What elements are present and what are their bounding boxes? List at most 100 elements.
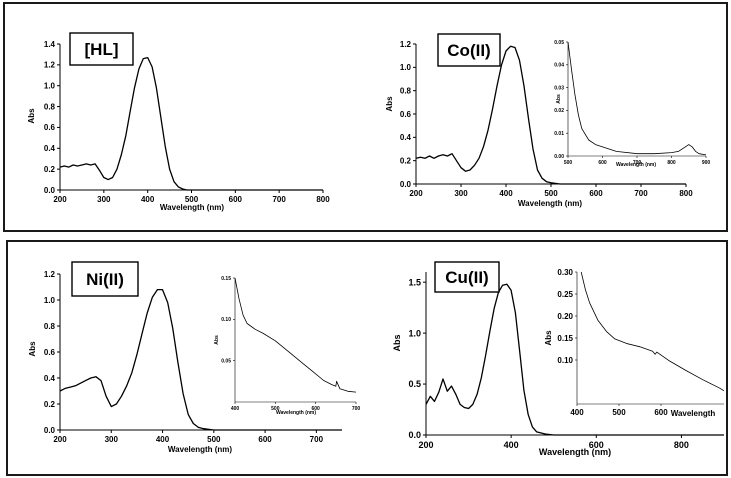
inset-4-y-axis-label: Abs — [544, 330, 553, 346]
chart-1-data-point — [173, 181, 174, 182]
inset-2-data-point — [699, 153, 700, 154]
chart-3-data-point — [100, 380, 101, 381]
inset-2-y-tick-label: 0.00 — [554, 154, 564, 160]
inset-4-data-point — [589, 302, 590, 303]
chart-2-data-point — [465, 171, 466, 172]
chart-4-data-point — [430, 396, 431, 397]
chart-1-data-point — [279, 189, 280, 190]
chart-3-data-point — [126, 385, 127, 386]
chart-1-y-axis-label: Abs — [27, 108, 36, 124]
inset-2-y-tick-label: 0.04 — [554, 63, 564, 69]
chart-1-data-point — [68, 166, 69, 167]
inset-3-x-tick-label: 400 — [231, 406, 240, 412]
inset-2-data-point — [574, 94, 575, 95]
inset-2-x-axis-label: Wavelength (nm) — [616, 162, 656, 168]
inset-3-x-tick-label: 700 — [352, 406, 361, 412]
inset-2-data-point — [578, 114, 579, 115]
chart-3-x-tick-label: 500 — [207, 435, 221, 444]
chart-1-data-point — [59, 166, 60, 167]
chart-1-data-point — [81, 164, 82, 165]
inset-4-spectrum-line — [580, 271, 725, 392]
inset-4-data-point — [655, 354, 656, 355]
chart-1-x-tick-label: 700 — [272, 195, 286, 204]
chart-3-data-point — [157, 289, 158, 290]
chart-4-data-point — [681, 434, 682, 435]
chart-2-data-point — [442, 154, 443, 155]
chart-3-x-tick-label: 700 — [310, 435, 324, 444]
chart-4: 200 400 600 800 0.0 0.5 1.0 1.5 Wavelength (nm) A… — [392, 261, 725, 457]
chart-1-data-point — [116, 169, 117, 170]
chart-3-data-point — [70, 387, 71, 388]
inset-3-data-point — [247, 323, 248, 324]
inset-4-data-point — [627, 343, 628, 344]
inset-2-data-point — [595, 144, 596, 145]
chart-2-spectrum-line — [415, 45, 686, 185]
chart-1-data-point — [103, 177, 104, 178]
chart-1-y-tick-label: 1.4 — [44, 40, 56, 49]
chart-3-data-point — [85, 380, 86, 381]
chart-1-data-point — [90, 164, 91, 165]
chart-1-data-point — [86, 163, 87, 164]
chart-3-data-point — [152, 297, 153, 298]
chart-1-data-point — [165, 146, 166, 147]
compound-label-box — [71, 261, 139, 297]
inset-2-spectrum-line — [567, 41, 707, 156]
chart-2-data-point — [447, 155, 448, 156]
chart-3-data-point — [188, 414, 189, 415]
inset-2-data-point — [678, 151, 679, 152]
compound-label-box — [69, 32, 134, 66]
inset-4-y-tick-label: 0.20 — [557, 312, 573, 321]
chart-1-y-tick-label: 1.2 — [44, 61, 56, 70]
chart-3-data-point — [203, 428, 204, 429]
chart-1-x-tick-label: 800 — [316, 195, 330, 204]
inset-2-x-tick-label: 700 — [633, 160, 642, 166]
inset-3-y-tick-label: 0.10 — [221, 317, 231, 323]
chart-2-x-tick-label: 800 — [679, 189, 693, 198]
chart-4-x-tick-label: 800 — [674, 440, 689, 450]
chart-4-data-point — [425, 404, 426, 405]
inset-2-data-point — [571, 69, 572, 70]
chart-4-data-point — [438, 392, 439, 393]
chart-3-data-point — [177, 362, 178, 363]
chart-4-x-tick-label: 400 — [504, 440, 519, 450]
chart-3-data-point — [341, 429, 342, 430]
chart-1-data-point — [121, 154, 122, 155]
chart-1-data-point — [94, 163, 95, 164]
chart-4-y-tick-label: 0.5 — [408, 379, 421, 389]
inset-2-data-point — [685, 146, 686, 147]
chart-1-data-point — [156, 87, 157, 88]
chart-3-data-point — [116, 403, 117, 404]
chart-2-data-point — [519, 60, 520, 61]
chart-1-x-tick-label: 300 — [97, 195, 111, 204]
chart-2-inset: 500 600 700 800 900 0.00 0.01 0.02 0.03 0.04 0.05 W… — [554, 40, 710, 168]
chart-2: 200 300 400 500 600 700 800 0.0 0.2 0.4 0.6 0.8 1.0 1… — [385, 33, 710, 208]
chart-2-data-point — [487, 130, 488, 131]
chart-1-data-point — [191, 189, 192, 190]
chart-2-data-point — [469, 169, 470, 170]
chart-4-x-axis-label: Wavelength (nm) — [539, 447, 611, 457]
chart-1-y-tick-label: 0.4 — [44, 144, 56, 153]
inset-4-x-tick-label: 600 — [654, 408, 668, 417]
chart-4-data-point — [506, 284, 507, 285]
chart-4-data-point — [523, 390, 524, 391]
chart-2-y-tick-label: 1.0 — [400, 63, 412, 72]
chart-4-y-tick-label: 1.5 — [408, 277, 421, 287]
chart-3-data-point — [106, 396, 107, 397]
compound-label-box — [437, 33, 501, 67]
inset-3-x-axis-label: Wavelength (nm) — [276, 410, 316, 416]
chart-2-x-tick-label: 400 — [499, 189, 513, 198]
chart-2-data-point — [438, 155, 439, 156]
inset-4-data-point — [652, 351, 653, 352]
inset-2-data-point — [636, 153, 637, 154]
chart-3-data-point — [95, 376, 96, 377]
inset-3-data-point — [299, 360, 300, 361]
chart-3-data-point — [136, 354, 137, 355]
chart-4-data-point — [638, 434, 639, 435]
chart-3-y-tick-label: 1.0 — [44, 296, 56, 305]
chart-2-data-point — [460, 167, 461, 168]
chart-3-data-point — [75, 385, 76, 386]
inset-2-y-tick-label: 0.02 — [554, 108, 564, 114]
inset-4-y-tick-label: 0.15 — [557, 334, 573, 343]
inset-3-data-point — [242, 315, 243, 316]
inset-4-x-tick-label: 400 — [570, 408, 584, 417]
